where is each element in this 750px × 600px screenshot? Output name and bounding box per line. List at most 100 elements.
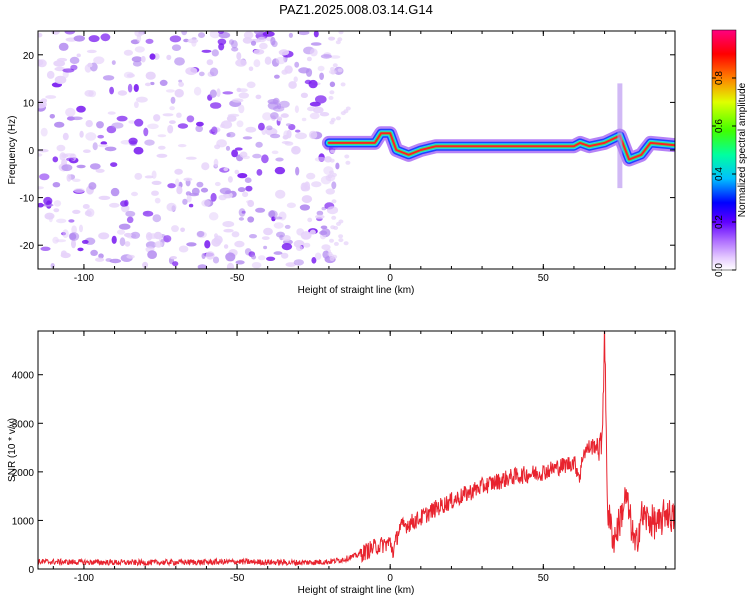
noise-blob xyxy=(143,127,149,137)
noise-blob xyxy=(319,72,324,81)
noise-blob xyxy=(223,167,229,172)
noise-blob xyxy=(134,101,139,109)
noise-blob xyxy=(145,71,156,80)
snr-yaxis: 0 1000 2000 3000 4000 xyxy=(12,371,675,576)
noise-blob xyxy=(255,207,266,213)
noise-blob xyxy=(186,115,195,123)
noise-blob xyxy=(284,224,291,229)
noise-blob xyxy=(270,133,281,139)
noise-blob xyxy=(62,68,75,73)
noise-blob xyxy=(58,42,69,51)
noise-blob xyxy=(66,157,74,162)
noise-blob xyxy=(66,174,72,182)
noise-blob xyxy=(176,186,183,195)
colorbar-tick-label: 0.6 xyxy=(714,119,725,133)
noise-blob xyxy=(212,256,220,264)
noise-blob xyxy=(210,102,222,109)
noise-blob xyxy=(211,49,219,57)
spectrogram-yaxis: -20 -10 0 10 20 xyxy=(20,51,675,252)
noise-blob xyxy=(344,154,350,159)
noise-blob xyxy=(73,188,85,193)
noise-blob xyxy=(273,222,284,229)
noise-blob xyxy=(294,105,299,113)
noise-blob xyxy=(40,127,48,137)
noise-blob xyxy=(282,235,291,242)
noise-blob xyxy=(266,256,276,261)
noise-blob xyxy=(299,204,310,211)
noise-blob xyxy=(209,67,219,77)
noise-blob xyxy=(238,104,245,114)
noise-blob xyxy=(330,66,335,71)
noise-blob xyxy=(62,132,69,141)
noise-blob xyxy=(84,90,94,97)
noise-blob xyxy=(178,245,189,253)
noise-blob xyxy=(189,192,199,197)
snr-xlabel: Height of straight line (km) xyxy=(298,585,415,596)
noise-blob xyxy=(109,86,114,95)
noise-blob xyxy=(236,52,242,61)
noise-blob xyxy=(134,118,144,127)
noise-blob xyxy=(319,230,328,236)
noise-blob xyxy=(331,215,337,220)
noise-blob xyxy=(196,121,204,127)
noise-blob xyxy=(170,256,177,260)
noise-blob xyxy=(177,123,189,129)
noise-blob xyxy=(316,210,324,216)
noise-blob xyxy=(98,253,104,259)
noise-blob xyxy=(53,200,62,207)
noise-blob xyxy=(261,154,269,164)
noise-blob xyxy=(144,82,152,87)
noise-blob xyxy=(42,203,54,207)
noise-blob xyxy=(196,230,205,238)
noise-blob xyxy=(109,202,120,208)
noise-blob xyxy=(307,217,313,223)
noise-blob xyxy=(254,31,264,35)
noise-blob xyxy=(338,238,344,243)
noise-blob xyxy=(297,31,310,36)
noise-blob xyxy=(116,115,128,122)
noise-blob xyxy=(335,162,340,170)
noise-blob xyxy=(119,237,126,247)
colorbar: 0.0 0.2 0.4 0.6 0.8 Normalized spectral ampl… xyxy=(711,29,748,277)
noise-blob xyxy=(262,112,273,121)
noise-blob xyxy=(79,130,84,138)
noise-blob xyxy=(239,151,248,158)
noise-blob xyxy=(234,169,240,175)
noise-blob xyxy=(85,132,97,141)
noise-blob xyxy=(124,232,132,238)
noise-blob xyxy=(188,203,194,208)
noise-blob xyxy=(132,60,142,67)
noise-blob xyxy=(71,225,77,234)
noise-blob xyxy=(235,260,245,265)
noise-blob xyxy=(257,36,267,43)
noise-blob xyxy=(196,181,204,188)
noise-blob xyxy=(306,56,312,62)
noise-blob xyxy=(314,156,327,162)
noise-blob xyxy=(329,81,336,88)
noise-blob xyxy=(249,234,257,239)
noise-blob xyxy=(244,177,252,183)
noise-blob xyxy=(201,49,212,53)
noise-blob xyxy=(236,87,242,93)
x-tick-label: 50 xyxy=(538,273,550,284)
noise-blob xyxy=(336,221,341,226)
noise-blob xyxy=(343,241,349,246)
noise-blob xyxy=(273,105,285,112)
noise-blob xyxy=(308,79,318,89)
noise-blob xyxy=(130,231,141,239)
noise-blob xyxy=(123,49,133,56)
noise-blob xyxy=(301,195,313,204)
noise-blob xyxy=(278,49,290,56)
noise-blob xyxy=(195,125,203,133)
noise-blob xyxy=(52,156,59,163)
noise-blob xyxy=(305,68,313,77)
noise-blob xyxy=(320,225,328,230)
noise-blob xyxy=(166,54,172,61)
noise-blob xyxy=(151,180,162,185)
noise-blob xyxy=(109,258,122,264)
noise-blob xyxy=(300,92,308,99)
noise-blob xyxy=(90,249,98,256)
noise-blob xyxy=(110,187,120,197)
noise-blob xyxy=(250,40,257,46)
noise-blob xyxy=(222,91,234,95)
